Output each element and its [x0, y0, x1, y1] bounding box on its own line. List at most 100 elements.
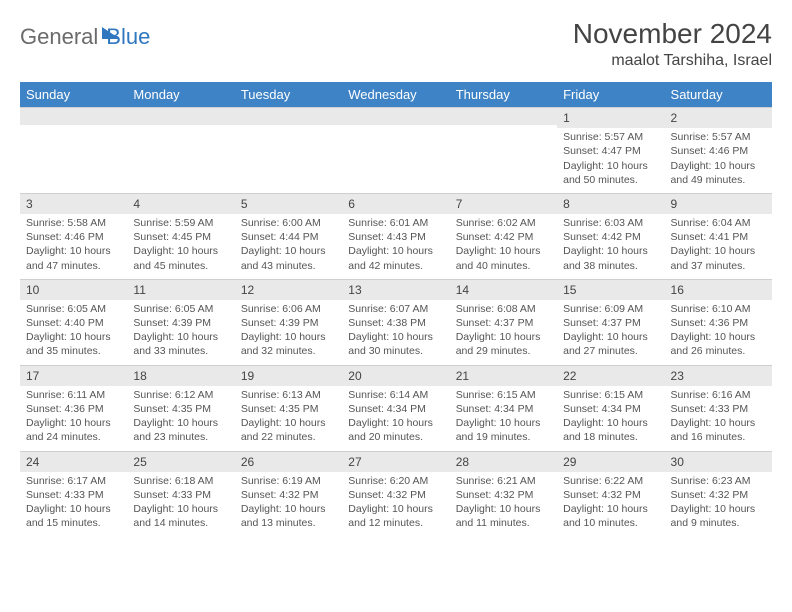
- day-details: Sunrise: 6:03 AMSunset: 4:42 PMDaylight:…: [557, 214, 664, 279]
- sunset-line: Sunset: 4:36 PM: [26, 402, 121, 416]
- sunset-line: Sunset: 4:38 PM: [348, 316, 443, 330]
- calendar-week-row: 24Sunrise: 6:17 AMSunset: 4:33 PMDayligh…: [20, 451, 772, 537]
- sunset-line: Sunset: 4:32 PM: [563, 488, 658, 502]
- daylight-line: Daylight: 10 hours and 16 minutes.: [671, 416, 766, 444]
- calendar-cell: 3Sunrise: 5:58 AMSunset: 4:46 PMDaylight…: [20, 193, 127, 279]
- empty-day-body: [20, 125, 127, 147]
- sunset-line: Sunset: 4:44 PM: [241, 230, 336, 244]
- daylight-line: Daylight: 10 hours and 50 minutes.: [563, 159, 658, 187]
- day-number: 25: [127, 451, 234, 472]
- daylight-line: Daylight: 10 hours and 14 minutes.: [133, 502, 228, 530]
- empty-day-body: [342, 125, 449, 147]
- day-number: 17: [20, 365, 127, 386]
- sunrise-line: Sunrise: 6:14 AM: [348, 388, 443, 402]
- calendar-cell: 21Sunrise: 6:15 AMSunset: 4:34 PMDayligh…: [450, 365, 557, 451]
- sunset-line: Sunset: 4:32 PM: [348, 488, 443, 502]
- sunset-line: Sunset: 4:46 PM: [671, 144, 766, 158]
- month-title: November 2024: [573, 18, 772, 50]
- daylight-line: Daylight: 10 hours and 45 minutes.: [133, 244, 228, 272]
- daylight-line: Daylight: 10 hours and 42 minutes.: [348, 244, 443, 272]
- calendar-cell: 14Sunrise: 6:08 AMSunset: 4:37 PMDayligh…: [450, 279, 557, 365]
- calendar-body: 1Sunrise: 5:57 AMSunset: 4:47 PMDaylight…: [20, 107, 772, 536]
- sunset-line: Sunset: 4:42 PM: [456, 230, 551, 244]
- sunset-line: Sunset: 4:39 PM: [133, 316, 228, 330]
- calendar-week-row: 3Sunrise: 5:58 AMSunset: 4:46 PMDaylight…: [20, 193, 772, 279]
- day-details: Sunrise: 6:21 AMSunset: 4:32 PMDaylight:…: [450, 472, 557, 537]
- sunrise-line: Sunrise: 6:04 AM: [671, 216, 766, 230]
- calendar-cell: [127, 107, 234, 193]
- calendar-table: Sunday Monday Tuesday Wednesday Thursday…: [20, 82, 772, 536]
- sunset-line: Sunset: 4:41 PM: [671, 230, 766, 244]
- daylight-line: Daylight: 10 hours and 11 minutes.: [456, 502, 551, 530]
- sunrise-line: Sunrise: 6:20 AM: [348, 474, 443, 488]
- sunrise-line: Sunrise: 6:03 AM: [563, 216, 658, 230]
- weekday-wednesday: Wednesday: [342, 82, 449, 107]
- day-details: Sunrise: 6:02 AMSunset: 4:42 PMDaylight:…: [450, 214, 557, 279]
- daylight-line: Daylight: 10 hours and 40 minutes.: [456, 244, 551, 272]
- daylight-line: Daylight: 10 hours and 23 minutes.: [133, 416, 228, 444]
- daylight-line: Daylight: 10 hours and 18 minutes.: [563, 416, 658, 444]
- day-details: Sunrise: 6:13 AMSunset: 4:35 PMDaylight:…: [235, 386, 342, 451]
- daylight-line: Daylight: 10 hours and 22 minutes.: [241, 416, 336, 444]
- day-number: 28: [450, 451, 557, 472]
- sunset-line: Sunset: 4:33 PM: [671, 402, 766, 416]
- calendar-cell: 12Sunrise: 6:06 AMSunset: 4:39 PMDayligh…: [235, 279, 342, 365]
- calendar-cell: 28Sunrise: 6:21 AMSunset: 4:32 PMDayligh…: [450, 451, 557, 537]
- sunset-line: Sunset: 4:42 PM: [563, 230, 658, 244]
- sunset-line: Sunset: 4:45 PM: [133, 230, 228, 244]
- sunrise-line: Sunrise: 6:00 AM: [241, 216, 336, 230]
- location-label: maalot Tarshiha, Israel: [573, 52, 772, 70]
- day-number: 8: [557, 193, 664, 214]
- daylight-line: Daylight: 10 hours and 38 minutes.: [563, 244, 658, 272]
- day-number: 21: [450, 365, 557, 386]
- calendar-cell: 10Sunrise: 6:05 AMSunset: 4:40 PMDayligh…: [20, 279, 127, 365]
- sunrise-line: Sunrise: 6:10 AM: [671, 302, 766, 316]
- sunrise-line: Sunrise: 6:23 AM: [671, 474, 766, 488]
- day-number: 20: [342, 365, 449, 386]
- calendar-cell: 4Sunrise: 5:59 AMSunset: 4:45 PMDaylight…: [127, 193, 234, 279]
- sunrise-line: Sunrise: 6:05 AM: [133, 302, 228, 316]
- calendar-cell: 20Sunrise: 6:14 AMSunset: 4:34 PMDayligh…: [342, 365, 449, 451]
- calendar-cell: 2Sunrise: 5:57 AMSunset: 4:46 PMDaylight…: [665, 107, 772, 193]
- day-details: Sunrise: 6:00 AMSunset: 4:44 PMDaylight:…: [235, 214, 342, 279]
- empty-day-header: [127, 107, 234, 125]
- sunset-line: Sunset: 4:35 PM: [133, 402, 228, 416]
- calendar-cell: 18Sunrise: 6:12 AMSunset: 4:35 PMDayligh…: [127, 365, 234, 451]
- daylight-line: Daylight: 10 hours and 47 minutes.: [26, 244, 121, 272]
- daylight-line: Daylight: 10 hours and 9 minutes.: [671, 502, 766, 530]
- sunrise-line: Sunrise: 6:21 AM: [456, 474, 551, 488]
- sunset-line: Sunset: 4:43 PM: [348, 230, 443, 244]
- daylight-line: Daylight: 10 hours and 24 minutes.: [26, 416, 121, 444]
- day-details: Sunrise: 6:17 AMSunset: 4:33 PMDaylight:…: [20, 472, 127, 537]
- sunrise-line: Sunrise: 5:58 AM: [26, 216, 121, 230]
- calendar-cell: 6Sunrise: 6:01 AMSunset: 4:43 PMDaylight…: [342, 193, 449, 279]
- day-details: Sunrise: 6:06 AMSunset: 4:39 PMDaylight:…: [235, 300, 342, 365]
- empty-day-header: [20, 107, 127, 125]
- calendar-week-row: 10Sunrise: 6:05 AMSunset: 4:40 PMDayligh…: [20, 279, 772, 365]
- day-details: Sunrise: 5:58 AMSunset: 4:46 PMDaylight:…: [20, 214, 127, 279]
- day-number: 26: [235, 451, 342, 472]
- sunrise-line: Sunrise: 5:57 AM: [563, 130, 658, 144]
- daylight-line: Daylight: 10 hours and 33 minutes.: [133, 330, 228, 358]
- calendar-cell: 8Sunrise: 6:03 AMSunset: 4:42 PMDaylight…: [557, 193, 664, 279]
- weekday-thursday: Thursday: [450, 82, 557, 107]
- sunset-line: Sunset: 4:46 PM: [26, 230, 121, 244]
- day-details: Sunrise: 5:59 AMSunset: 4:45 PMDaylight:…: [127, 214, 234, 279]
- calendar-cell: 17Sunrise: 6:11 AMSunset: 4:36 PMDayligh…: [20, 365, 127, 451]
- sunset-line: Sunset: 4:32 PM: [456, 488, 551, 502]
- sunset-line: Sunset: 4:33 PM: [26, 488, 121, 502]
- calendar-cell: 16Sunrise: 6:10 AMSunset: 4:36 PMDayligh…: [665, 279, 772, 365]
- day-details: Sunrise: 6:15 AMSunset: 4:34 PMDaylight:…: [450, 386, 557, 451]
- day-number: 19: [235, 365, 342, 386]
- day-number: 29: [557, 451, 664, 472]
- daylight-line: Daylight: 10 hours and 10 minutes.: [563, 502, 658, 530]
- day-number: 1: [557, 107, 664, 128]
- sunrise-line: Sunrise: 6:17 AM: [26, 474, 121, 488]
- brand-part2: Blue: [106, 24, 150, 50]
- day-number: 6: [342, 193, 449, 214]
- day-details: Sunrise: 6:22 AMSunset: 4:32 PMDaylight:…: [557, 472, 664, 537]
- day-number: 2: [665, 107, 772, 128]
- calendar-cell: 30Sunrise: 6:23 AMSunset: 4:32 PMDayligh…: [665, 451, 772, 537]
- calendar-cell: 19Sunrise: 6:13 AMSunset: 4:35 PMDayligh…: [235, 365, 342, 451]
- day-number: 23: [665, 365, 772, 386]
